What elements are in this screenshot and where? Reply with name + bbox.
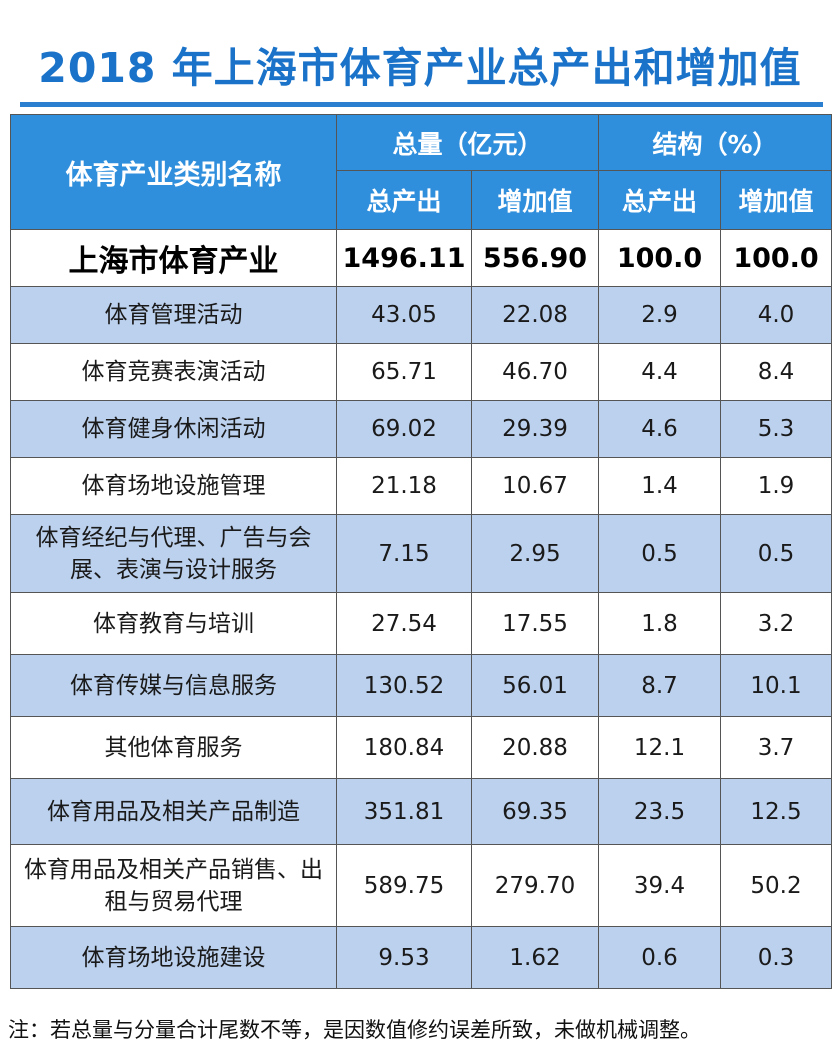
- header-total-group: 总量（亿元）: [335, 114, 600, 171]
- table-row: 其他体育服务 180.84 20.88 12.1 3.7: [10, 716, 833, 779]
- cell-output: 1496.11: [336, 229, 472, 287]
- table-row: 体育用品及相关产品销售、出租与贸易代理 589.75 279.70 39.4 5…: [10, 844, 833, 927]
- cell-output-pct: 4.4: [598, 343, 722, 401]
- cell-added-pct: 1.9: [720, 457, 833, 515]
- cell-output: 69.02: [336, 400, 472, 458]
- table-row: 体育经纪与代理、广告与会展、表演与设计服务 7.15 2.95 0.5 0.5: [10, 514, 833, 593]
- cell-output-pct: 12.1: [598, 716, 722, 779]
- cell-output-pct: 0.6: [598, 926, 722, 989]
- table-row: 体育传媒与信息服务 130.52 56.01 8.7 10.1: [10, 654, 833, 717]
- cell-added-value: 10.67: [470, 457, 600, 515]
- cell-output: 589.75: [336, 844, 472, 927]
- row-name: 体育教育与培训: [10, 592, 337, 655]
- cell-output: 21.18: [336, 457, 472, 515]
- row-name: 体育经纪与代理、广告与会展、表演与设计服务: [10, 514, 337, 593]
- cell-added-pct: 0.3: [720, 926, 833, 989]
- header-total-output: 总产出: [336, 170, 472, 230]
- cell-added-value: 56.01: [470, 654, 600, 717]
- cell-output: 65.71: [336, 343, 472, 401]
- cell-output: 43.05: [336, 286, 472, 344]
- table-row: 体育场地设施建设 9.53 1.62 0.6 0.3: [10, 926, 833, 989]
- cell-output: 9.53: [336, 926, 472, 989]
- cell-output-pct: 4.6: [598, 400, 722, 458]
- cell-added-value: 46.70: [470, 343, 600, 401]
- footnote: 注：若总量与分量合计尾数不等，是因数值修约误差所致，未做机械调整。: [8, 1018, 701, 1042]
- cell-added-pct: 12.5: [720, 778, 833, 845]
- title-divider: [20, 102, 823, 107]
- cell-added-value: 279.70: [470, 844, 600, 927]
- sports-industry-table: 体育产业类别名称 总量（亿元） 结构（%） 总产出 增加值 总产出 增加值 上海…: [10, 114, 833, 989]
- cell-added-value: 1.62: [470, 926, 600, 989]
- table-row: 体育健身休闲活动 69.02 29.39 4.6 5.3: [10, 400, 833, 458]
- cell-added-value: 556.90: [470, 229, 600, 287]
- cell-added-pct: 10.1: [720, 654, 833, 717]
- header-structure-group: 结构（%）: [598, 114, 833, 171]
- cell-added-value: 69.35: [470, 778, 600, 845]
- cell-output: 180.84: [336, 716, 472, 779]
- cell-output: 27.54: [336, 592, 472, 655]
- cell-added-pct: 5.3: [720, 400, 833, 458]
- cell-added-pct: 3.2: [720, 592, 833, 655]
- cell-added-value: 22.08: [470, 286, 600, 344]
- cell-added-value: 20.88: [470, 716, 600, 779]
- row-name: 体育场地设施管理: [10, 457, 337, 515]
- cell-output-pct: 2.9: [598, 286, 722, 344]
- cell-added-pct: 100.0: [720, 229, 833, 287]
- cell-output: 351.81: [336, 778, 472, 845]
- cell-output-pct: 0.5: [598, 514, 722, 593]
- cell-output-pct: 39.4: [598, 844, 722, 927]
- cell-added-pct: 0.5: [720, 514, 833, 593]
- cell-output-pct: 23.5: [598, 778, 722, 845]
- cell-added-pct: 8.4: [720, 343, 833, 401]
- cell-output-pct: 8.7: [598, 654, 722, 717]
- cell-output: 130.52: [336, 654, 472, 717]
- cell-added-value: 29.39: [470, 400, 600, 458]
- cell-output-pct: 1.8: [598, 592, 722, 655]
- table-row: 体育用品及相关产品制造 351.81 69.35 23.5 12.5: [10, 778, 833, 845]
- header-category-name: 体育产业类别名称: [10, 114, 337, 230]
- page-title: 2018 年上海市体育产业总产出和增加值: [38, 44, 802, 92]
- header-structure-output: 总产出: [598, 170, 722, 230]
- table-row: 体育教育与培训 27.54 17.55 1.8 3.2: [10, 592, 833, 655]
- row-name: 上海市体育产业: [10, 229, 337, 287]
- row-name: 体育场地设施建设: [10, 926, 337, 989]
- cell-added-pct: 3.7: [720, 716, 833, 779]
- cell-output-pct: 1.4: [598, 457, 722, 515]
- cell-added-value: 17.55: [470, 592, 600, 655]
- table-row: 体育场地设施管理 21.18 10.67 1.4 1.9: [10, 457, 833, 515]
- header-total-added-value: 增加值: [470, 170, 600, 230]
- row-name: 体育竞赛表演活动: [10, 343, 337, 401]
- table-row-total: 上海市体育产业 1496.11 556.90 100.0 100.0: [10, 229, 833, 287]
- row-name: 体育用品及相关产品销售、出租与贸易代理: [10, 844, 337, 927]
- row-name: 体育管理活动: [10, 286, 337, 344]
- row-name: 体育用品及相关产品制造: [10, 778, 337, 845]
- table-row: 体育管理活动 43.05 22.08 2.9 4.0: [10, 286, 833, 344]
- cell-added-value: 2.95: [470, 514, 600, 593]
- header-structure-added-value: 增加值: [720, 170, 833, 230]
- cell-output-pct: 100.0: [598, 229, 722, 287]
- cell-added-pct: 4.0: [720, 286, 833, 344]
- cell-added-pct: 50.2: [720, 844, 833, 927]
- row-name: 其他体育服务: [10, 716, 337, 779]
- table-row: 体育竞赛表演活动 65.71 46.70 4.4 8.4: [10, 343, 833, 401]
- row-name: 体育传媒与信息服务: [10, 654, 337, 717]
- cell-output: 7.15: [336, 514, 472, 593]
- row-name: 体育健身休闲活动: [10, 400, 337, 458]
